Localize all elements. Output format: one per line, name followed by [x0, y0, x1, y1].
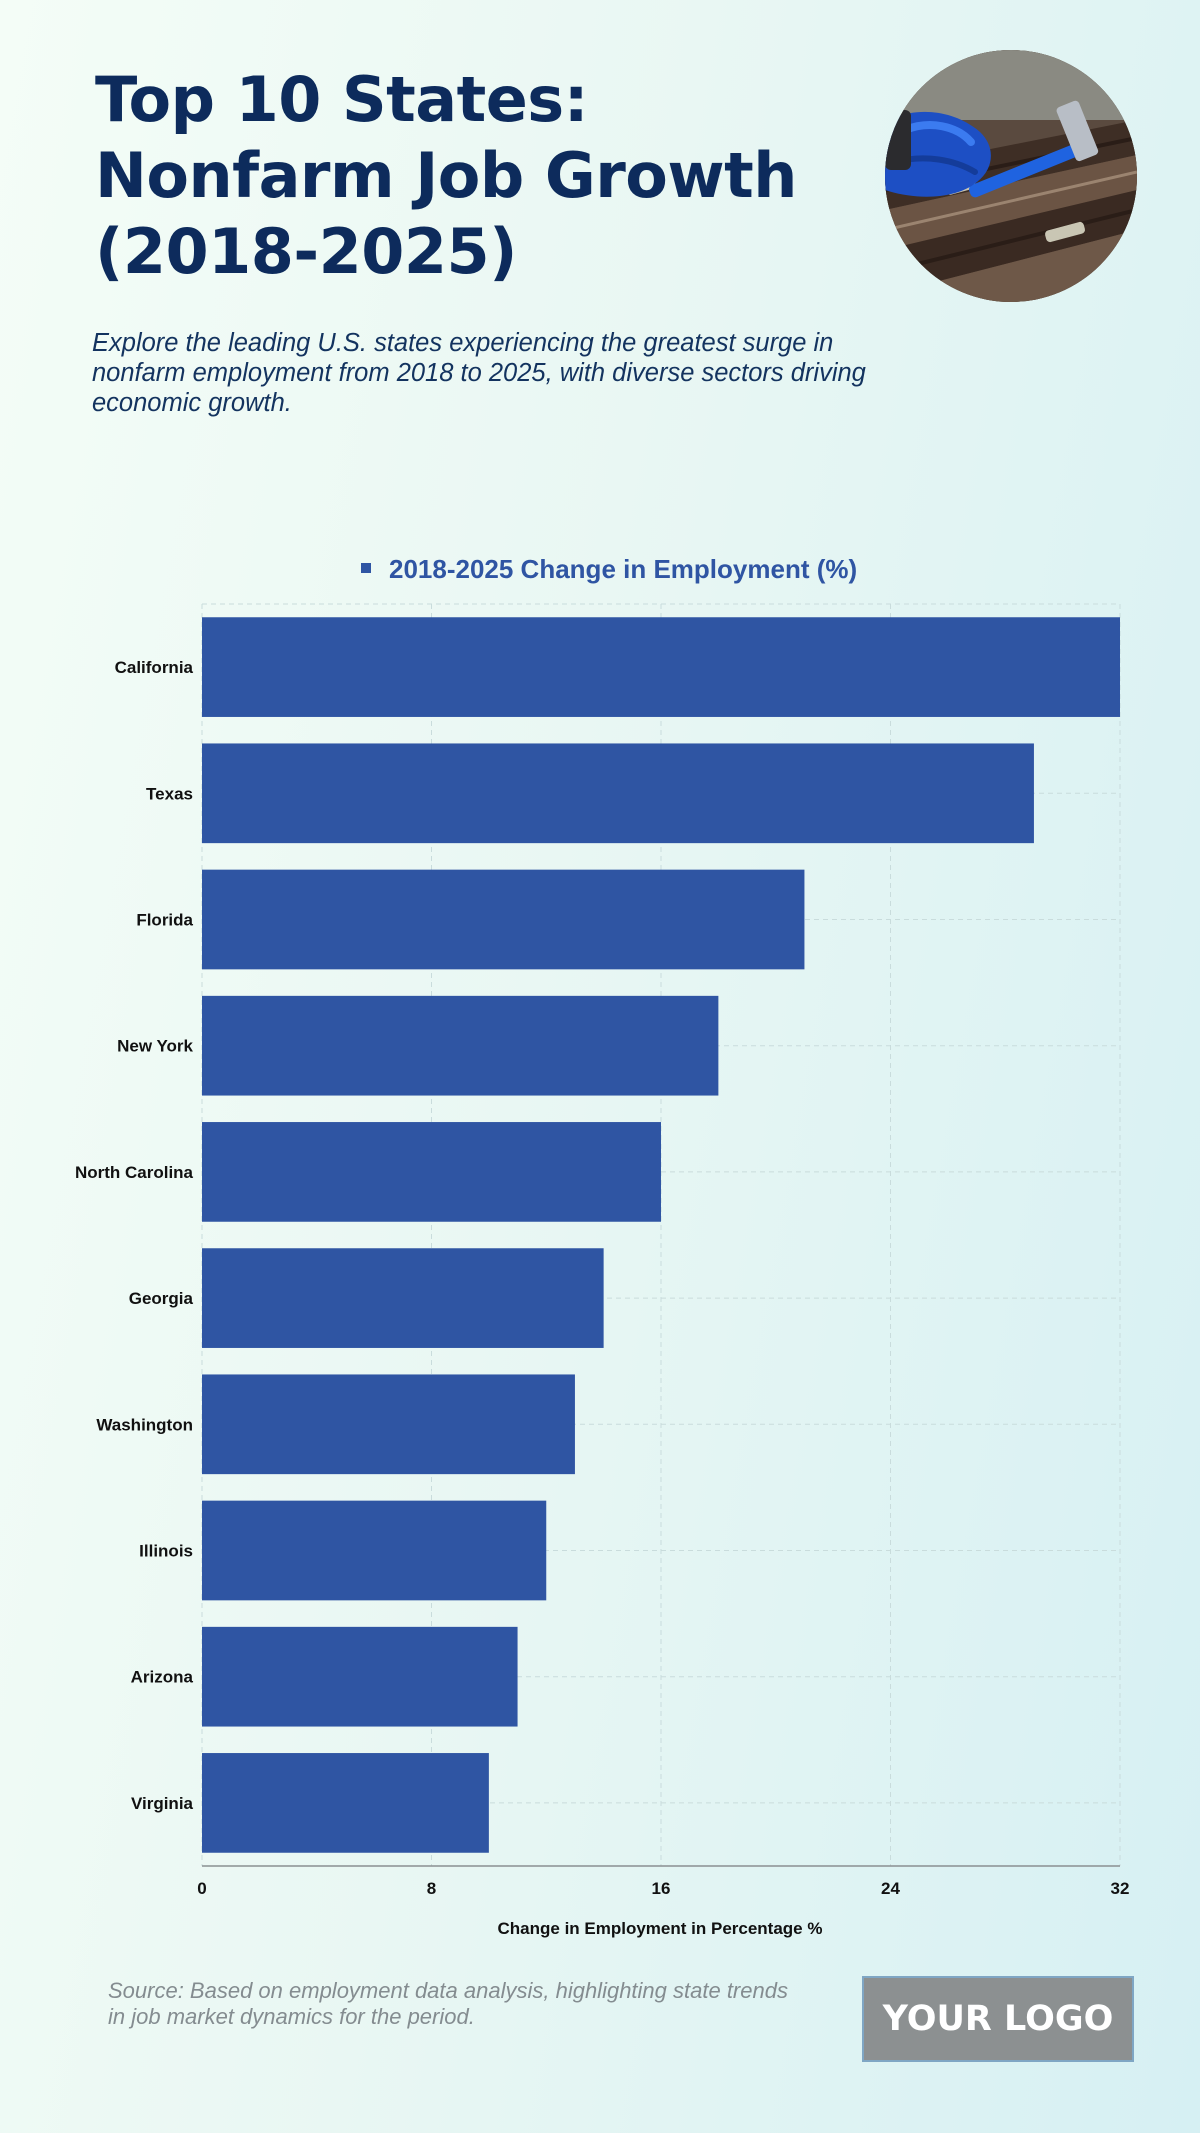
bar-texas — [202, 743, 1034, 844]
category-label: Virginia — [131, 1794, 194, 1813]
gloved-hand-hammer-icon — [885, 50, 1137, 302]
logo-placeholder: YOUR LOGO — [862, 1976, 1134, 2062]
bar-north-carolina — [202, 1122, 661, 1222]
bar-arizona — [202, 1626, 518, 1727]
bar-california — [202, 617, 1120, 717]
category-label: New York — [117, 1037, 193, 1056]
header-photo — [885, 50, 1137, 302]
bar-new-york — [202, 995, 719, 1096]
chart-legend: 2018-2025 Change in Employment (%) — [361, 554, 857, 584]
bar-illinois — [202, 1500, 547, 1601]
legend-swatch — [361, 563, 371, 573]
x-tick-label: 24 — [881, 1879, 900, 1898]
category-label: Florida — [136, 911, 193, 930]
bar-florida — [202, 869, 805, 970]
page-title: Top 10 States: Nonfarm Job Growth (2018-… — [95, 63, 797, 288]
x-axis-label: Change in Employment in Percentage % — [498, 1919, 823, 1938]
chart-bars — [202, 617, 1120, 1853]
category-label: Georgia — [129, 1289, 194, 1308]
x-tick-label: 16 — [652, 1879, 671, 1898]
x-tick-labels: 0 8 16 24 32 — [197, 1879, 1129, 1898]
bar-washington — [202, 1374, 575, 1475]
category-labels: California Texas Florida New York North Caro… — [75, 658, 194, 1813]
category-label: North Carolina — [75, 1163, 194, 1182]
source-note: Source: Based on employment data analysi… — [108, 1978, 788, 2029]
category-label: Washington — [96, 1415, 193, 1434]
x-tick-label: 32 — [1111, 1879, 1130, 1898]
legend-label: 2018-2025 Change in Employment (%) — [389, 554, 857, 584]
page-subtitle: Explore the leading U.S. states experien… — [92, 329, 866, 417]
bar-virginia — [202, 1753, 489, 1853]
category-label: California — [115, 658, 194, 677]
category-label: Illinois — [139, 1542, 193, 1561]
x-tick-label: 0 — [197, 1879, 206, 1898]
bar-georgia — [202, 1248, 604, 1348]
bar-chart: 2018-2025 Change in Employment (%) Calif… — [75, 554, 1130, 1938]
category-label: Arizona — [131, 1668, 194, 1687]
x-tick-label: 8 — [427, 1879, 436, 1898]
category-label: Texas — [146, 784, 193, 803]
